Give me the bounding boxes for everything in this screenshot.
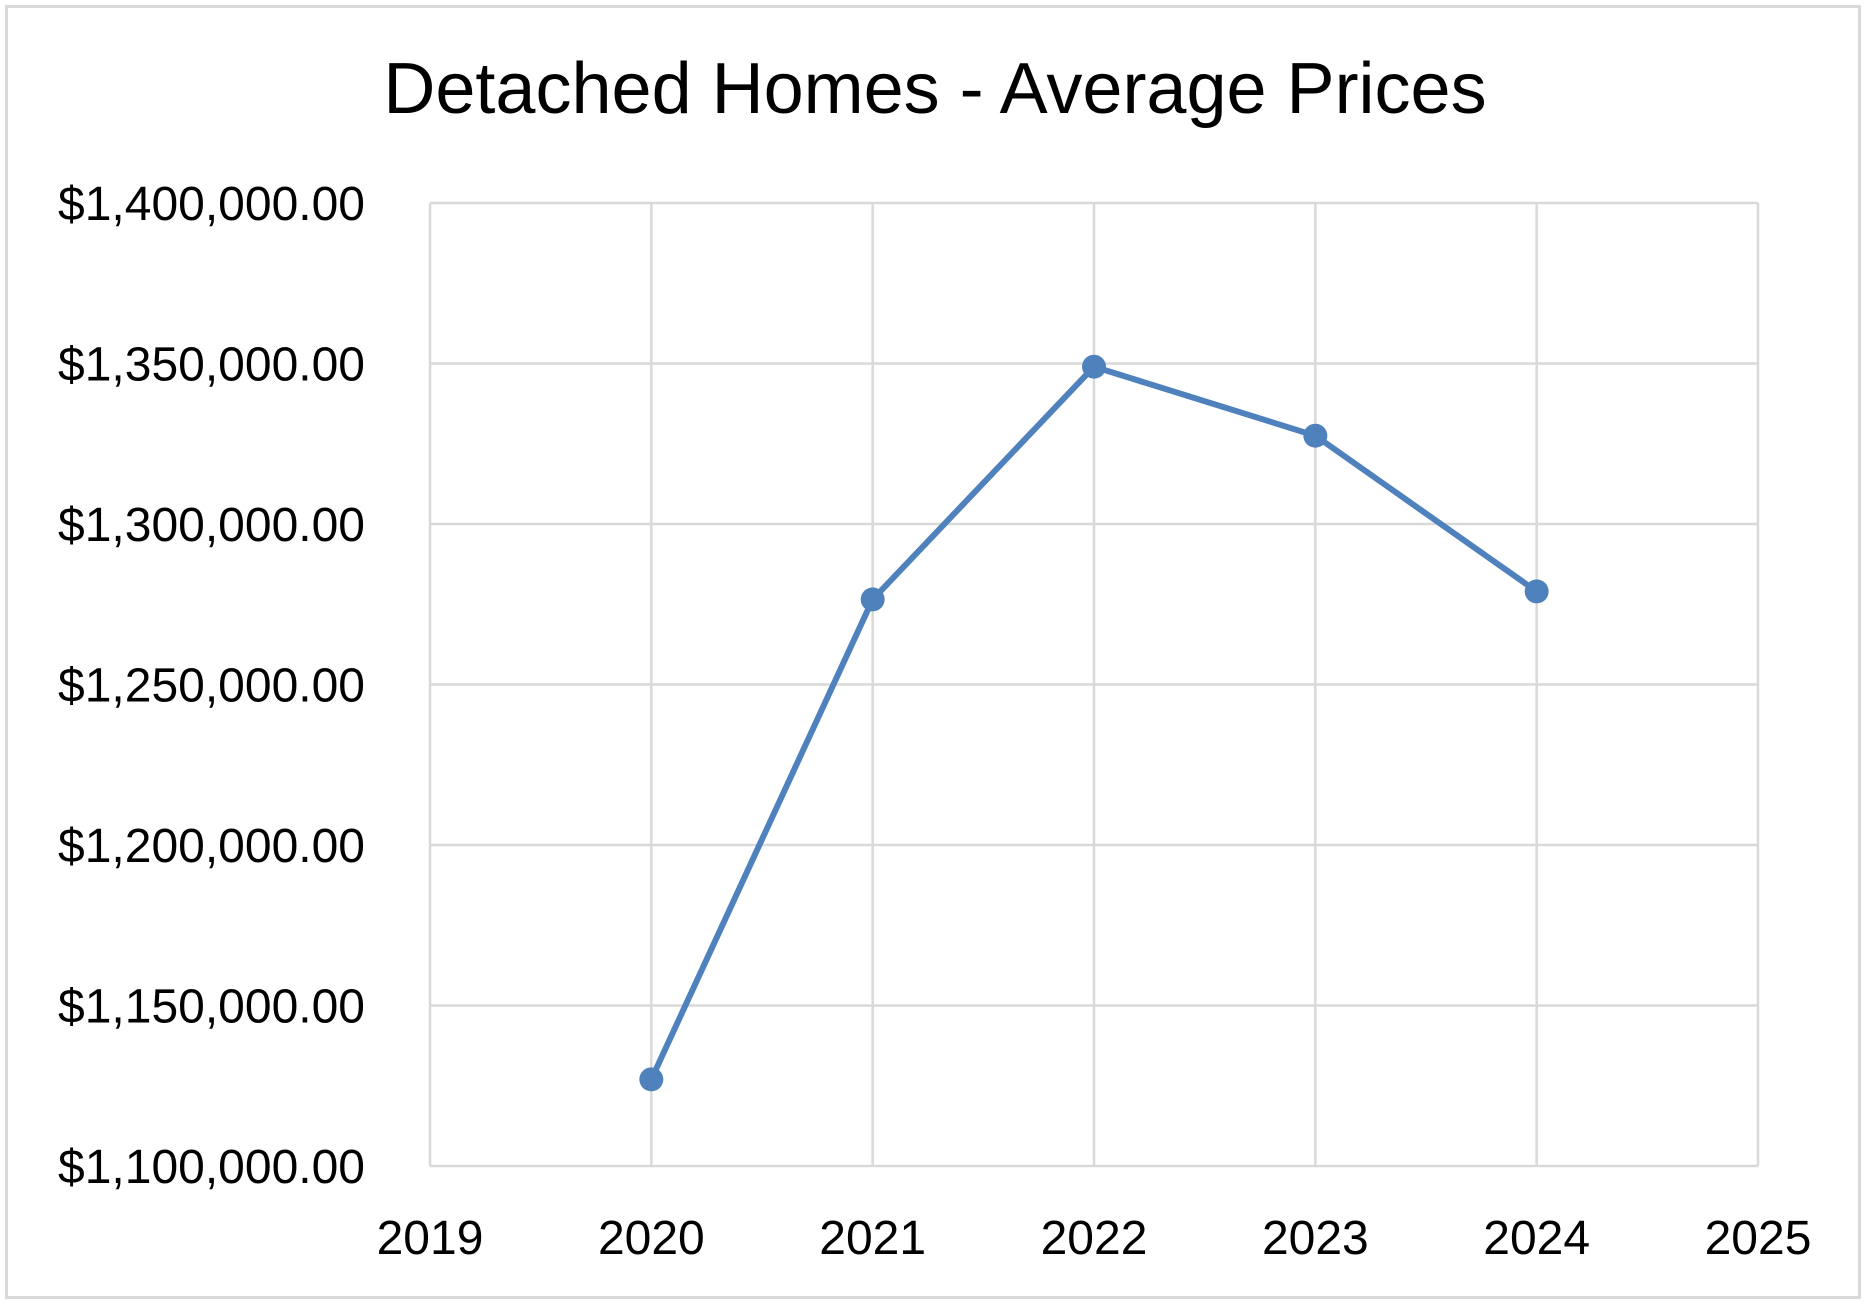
gridlines (428, 201, 1760, 1168)
x-axis-tick-labels: 2019 2020 2021 2022 2023 2024 2025 (377, 1212, 1812, 1265)
x-tick-label: 2022 (1041, 1212, 1148, 1265)
data-point (860, 587, 885, 612)
data-point (1303, 423, 1328, 448)
x-tick-label: 2019 (377, 1212, 484, 1265)
x-tick-label: 2025 (1705, 1212, 1812, 1265)
y-tick-label: $1,300,000.00 (58, 499, 365, 552)
y-tick-label: $1,250,000.00 (58, 660, 365, 713)
data-point (639, 1067, 664, 1092)
data-point (1082, 354, 1106, 379)
y-tick-label: $1,150,000.00 (58, 981, 365, 1034)
x-tick-label: 2021 (819, 1212, 926, 1265)
data-point (1524, 579, 1549, 604)
y-tick-label: $1,200,000.00 (58, 820, 365, 873)
y-tick-label: $1,400,000.00 (58, 178, 365, 231)
y-tick-label: $1,100,000.00 (58, 1141, 365, 1194)
y-tick-label: $1,350,000.00 (58, 339, 365, 392)
x-tick-label: 2024 (1483, 1212, 1590, 1265)
y-axis-tick-labels: $1,100,000.00 $1,150,000.00 $1,200,000.00 $… (58, 178, 365, 1194)
chart-title: Detached Homes - Average Prices (383, 49, 1487, 129)
chart-frame (5, 5, 1861, 1299)
x-tick-label: 2020 (598, 1212, 705, 1265)
x-tick-label: 2023 (1262, 1212, 1369, 1265)
series-layer (639, 354, 1549, 1092)
